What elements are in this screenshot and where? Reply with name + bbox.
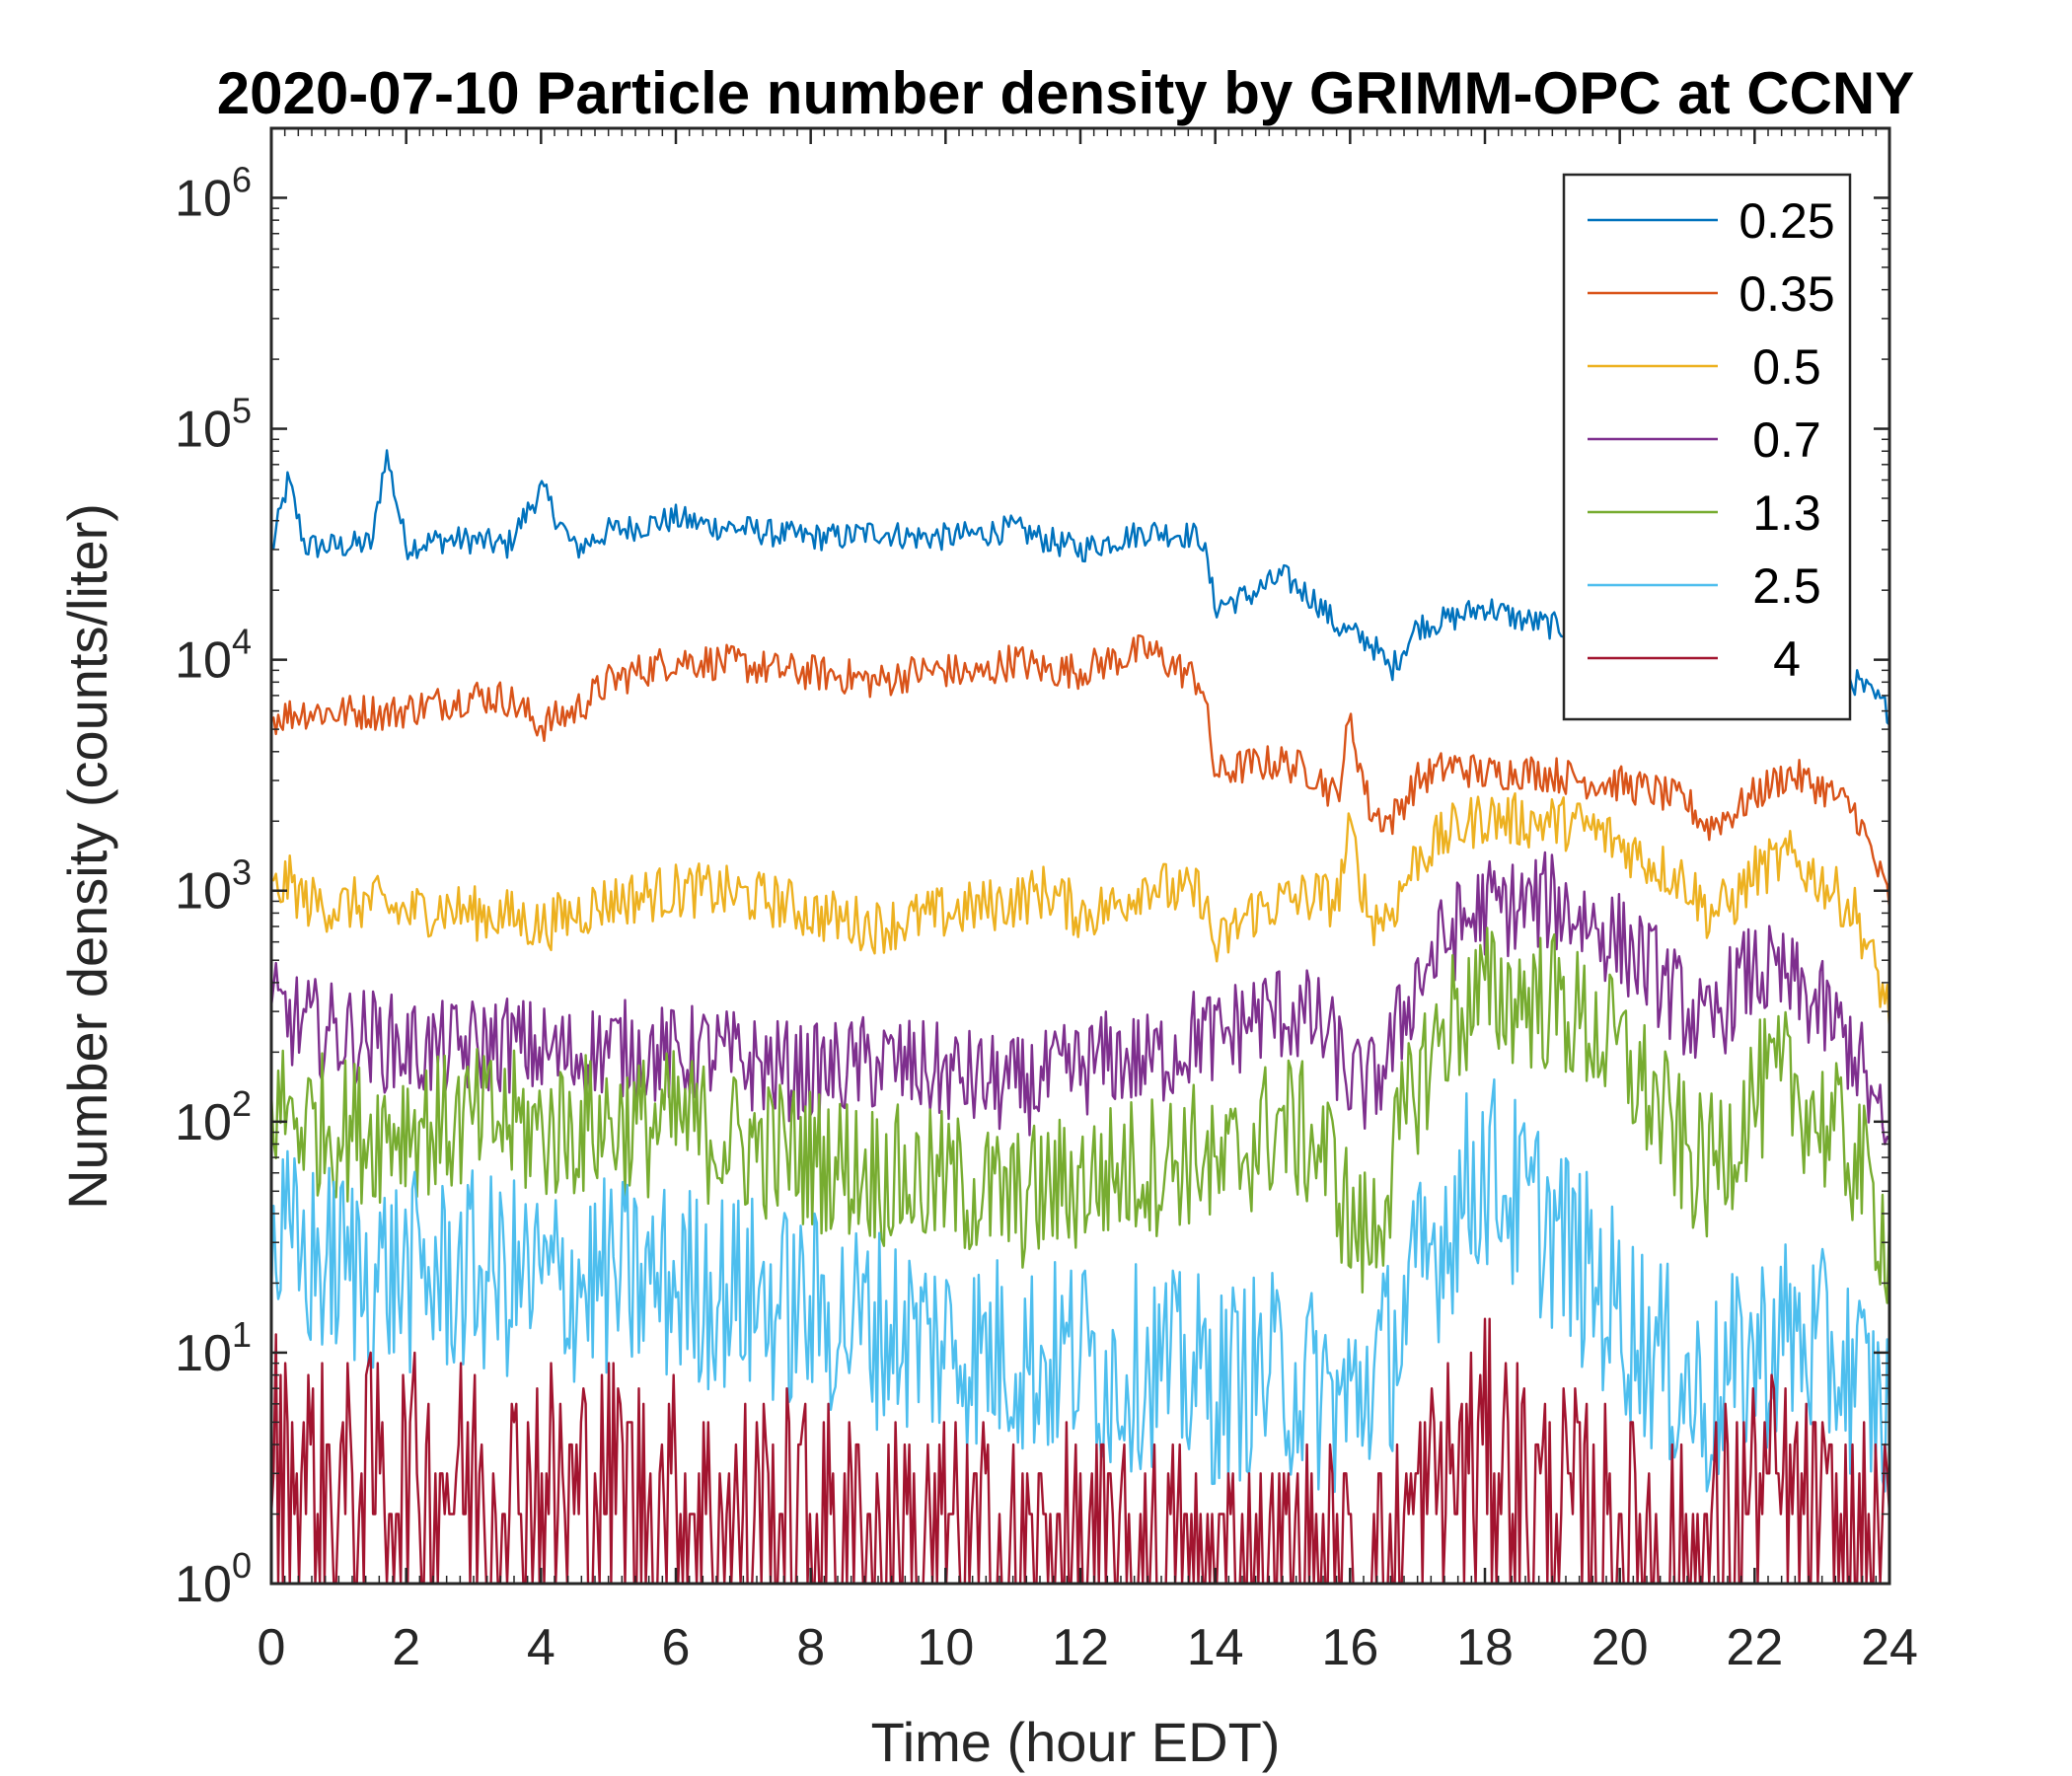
x-tick-label: 24 bbox=[1861, 1619, 1918, 1676]
series-line-1.3 bbox=[269, 926, 1891, 1304]
series-line-0.7 bbox=[269, 851, 1890, 1146]
x-tick-labels: 0 2 4 6 8 10 12 14 16 18 20 22 24 bbox=[258, 1619, 1918, 1676]
y-tick-base: 10 bbox=[175, 170, 232, 227]
legend-label-4: 4 bbox=[1773, 631, 1801, 687]
legend-label-0.25: 0.25 bbox=[1739, 193, 1834, 249]
y-tick-base: 10 bbox=[175, 863, 232, 921]
y-tick-exponent: 2 bbox=[232, 1083, 252, 1124]
x-tick-label: 12 bbox=[1052, 1619, 1109, 1676]
y-tick-label: 102 bbox=[175, 1083, 252, 1151]
y-tick-base: 10 bbox=[175, 1325, 232, 1382]
y-tick-base: 10 bbox=[175, 1556, 232, 1613]
x-tick-label: 22 bbox=[1726, 1619, 1783, 1676]
y-tick-exponent: 4 bbox=[232, 622, 252, 662]
y-tick-base: 10 bbox=[175, 1094, 232, 1151]
series-line-0.5 bbox=[270, 792, 1891, 1031]
series-line-4 bbox=[269, 1317, 1891, 1586]
series-line-0.35 bbox=[270, 634, 1891, 910]
y-tick-label: 106 bbox=[175, 159, 252, 227]
x-tick-label: 10 bbox=[917, 1619, 974, 1676]
legend: 0.25 0.35 0.5 0.7 1.3 2.5 4 bbox=[1562, 173, 1852, 721]
legend-label-0.5: 0.5 bbox=[1752, 339, 1821, 395]
axis-ticks bbox=[269, 127, 1891, 1586]
y-tick-label: 100 bbox=[175, 1545, 252, 1613]
y-axis-label: Number density (counts/liter) bbox=[56, 503, 118, 1210]
y-tick-label: 104 bbox=[175, 622, 252, 690]
y-tick-exponent: 6 bbox=[232, 159, 252, 199]
legend-label-0.7: 0.7 bbox=[1752, 412, 1821, 468]
y-tick-exponent: 0 bbox=[232, 1545, 252, 1586]
legend-box bbox=[1562, 173, 1852, 721]
y-tick-label: 101 bbox=[175, 1314, 252, 1382]
legend-items: 0.25 0.35 0.5 0.7 1.3 2.5 4 bbox=[1588, 193, 1835, 687]
legend-label-2.5: 2.5 bbox=[1752, 558, 1821, 614]
x-tick-label: 20 bbox=[1591, 1619, 1649, 1676]
y-tick-exponent: 1 bbox=[232, 1314, 252, 1355]
y-tick-exponent: 5 bbox=[232, 391, 252, 431]
legend-label-1.3: 1.3 bbox=[1752, 485, 1821, 541]
x-tick-label: 18 bbox=[1456, 1619, 1514, 1676]
legend-label-0.35: 0.35 bbox=[1739, 266, 1834, 322]
series-line-2.5 bbox=[269, 1077, 1891, 1494]
y-tick-label: 105 bbox=[175, 391, 252, 459]
y-tick-base: 10 bbox=[175, 632, 232, 690]
x-tick-label: 2 bbox=[392, 1619, 420, 1676]
x-tick-label: 8 bbox=[796, 1619, 825, 1676]
x-tick-label: 16 bbox=[1321, 1619, 1378, 1676]
x-tick-label: 14 bbox=[1187, 1619, 1244, 1676]
y-tick-exponent: 3 bbox=[232, 852, 252, 893]
x-axis-label: Time (hour EDT) bbox=[871, 1711, 1281, 1773]
y-tick-label: 103 bbox=[175, 852, 252, 921]
y-tick-base: 10 bbox=[175, 402, 232, 459]
chart-title: 2020-07-10 Particle number density by GR… bbox=[217, 60, 1915, 126]
plot-lines bbox=[269, 449, 1891, 1586]
x-tick-label: 0 bbox=[258, 1619, 286, 1676]
x-tick-label: 6 bbox=[662, 1619, 691, 1676]
x-tick-label: 4 bbox=[527, 1619, 555, 1676]
